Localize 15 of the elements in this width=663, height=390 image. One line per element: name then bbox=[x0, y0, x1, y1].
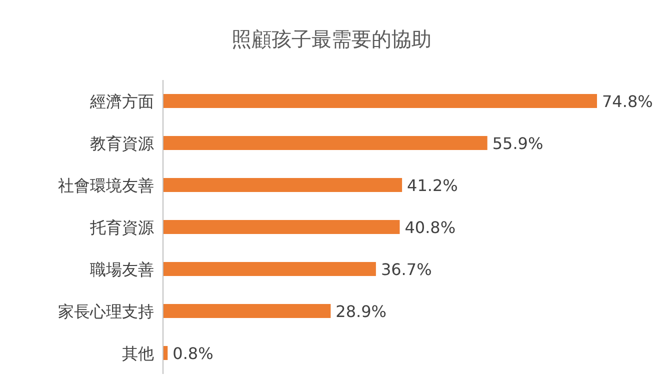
data-label: 40.8% bbox=[404, 218, 456, 237]
category-label: 托育資源 bbox=[90, 218, 154, 237]
data-label: 74.8% bbox=[602, 92, 653, 111]
category-label: 教育資源 bbox=[90, 134, 154, 153]
category-label: 其他 bbox=[122, 344, 154, 363]
category-label: 社會環境友善 bbox=[58, 176, 154, 195]
category-label: 職場友善 bbox=[90, 260, 154, 279]
category-label: 經濟方面 bbox=[90, 92, 154, 111]
data-label: 41.2% bbox=[407, 176, 458, 195]
data-label: 28.9% bbox=[336, 302, 386, 321]
data-label: 36.7% bbox=[380, 260, 432, 279]
data-label: 55.9% bbox=[492, 134, 544, 153]
data-label: 0.8% bbox=[172, 344, 214, 363]
title: 照顧孩子最需要的協助 bbox=[232, 27, 432, 51]
category-label: 家長心理支持 bbox=[58, 302, 154, 321]
